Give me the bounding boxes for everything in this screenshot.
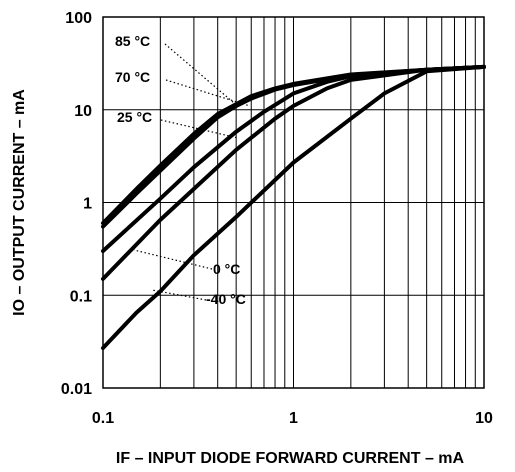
annotation-label: 25 °C (117, 109, 152, 125)
annotation-leader (160, 119, 239, 139)
y-tick-label: 100 (65, 10, 92, 27)
x-axis-title: IF – INPUT DIODE FORWARD CURRENT – mA (116, 450, 465, 467)
annotation-label: -40 °C (206, 291, 246, 307)
curve-layer (101, 64, 486, 350)
x-tick-label: 1 (289, 410, 298, 427)
annotation-leader (151, 289, 207, 301)
series-line-4 (101, 64, 486, 350)
annotation-leader (164, 43, 235, 104)
annotation-leader (165, 79, 251, 107)
annotation-label: 0 °C (213, 261, 240, 277)
series-line-3 (101, 64, 486, 281)
plot-frame (102, 16, 485, 389)
annotation-leader (133, 249, 213, 270)
x-tick-label: 0.1 (92, 410, 114, 427)
y-axis-title: IO – OUTPUT CURRENT – mA (11, 89, 28, 316)
x-tick-label: 10 (475, 410, 493, 427)
annotation-label: 85 °C (115, 33, 150, 49)
y-tick-label: 0.1 (70, 288, 92, 305)
y-tick-label: 10 (74, 103, 92, 120)
annotation-label: 70 °C (115, 69, 150, 85)
y-tick-label: 1 (83, 196, 92, 213)
y-tick-label: 0.01 (61, 381, 92, 398)
label-layer: 85 °C 70 °C 25 °C 0 °C -40 °C (115, 33, 251, 307)
